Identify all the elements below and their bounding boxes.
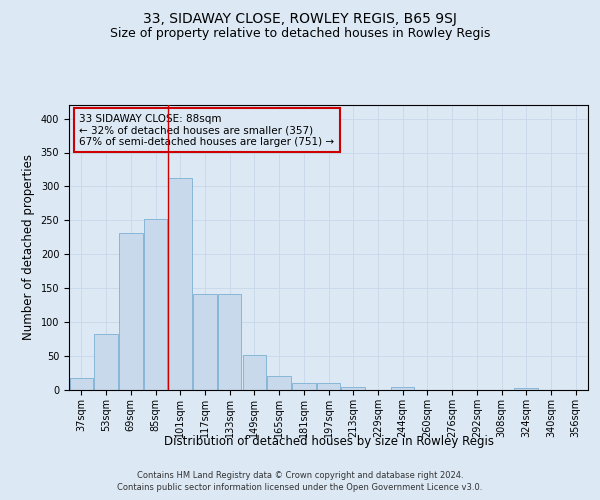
Bar xyxy=(341,386,365,390)
Y-axis label: Number of detached properties: Number of detached properties xyxy=(22,154,35,340)
Bar xyxy=(218,294,241,390)
Bar xyxy=(119,233,143,390)
Text: 33 SIDAWAY CLOSE: 88sqm
← 32% of detached houses are smaller (357)
67% of semi-d: 33 SIDAWAY CLOSE: 88sqm ← 32% of detache… xyxy=(79,114,335,147)
Bar xyxy=(169,178,192,390)
Bar xyxy=(268,376,291,390)
Bar xyxy=(391,388,415,390)
Bar xyxy=(144,219,167,390)
Bar xyxy=(193,294,217,390)
Text: Contains HM Land Registry data © Crown copyright and database right 2024.: Contains HM Land Registry data © Crown c… xyxy=(137,471,463,480)
Text: Distribution of detached houses by size in Rowley Regis: Distribution of detached houses by size … xyxy=(164,435,494,448)
Bar xyxy=(317,383,340,390)
Bar xyxy=(514,388,538,390)
Text: Contains public sector information licensed under the Open Government Licence v3: Contains public sector information licen… xyxy=(118,484,482,492)
Text: Size of property relative to detached houses in Rowley Regis: Size of property relative to detached ho… xyxy=(110,28,490,40)
Bar xyxy=(70,378,93,390)
Bar xyxy=(94,334,118,390)
Bar xyxy=(292,383,316,390)
Text: 33, SIDAWAY CLOSE, ROWLEY REGIS, B65 9SJ: 33, SIDAWAY CLOSE, ROWLEY REGIS, B65 9SJ xyxy=(143,12,457,26)
Bar xyxy=(242,356,266,390)
